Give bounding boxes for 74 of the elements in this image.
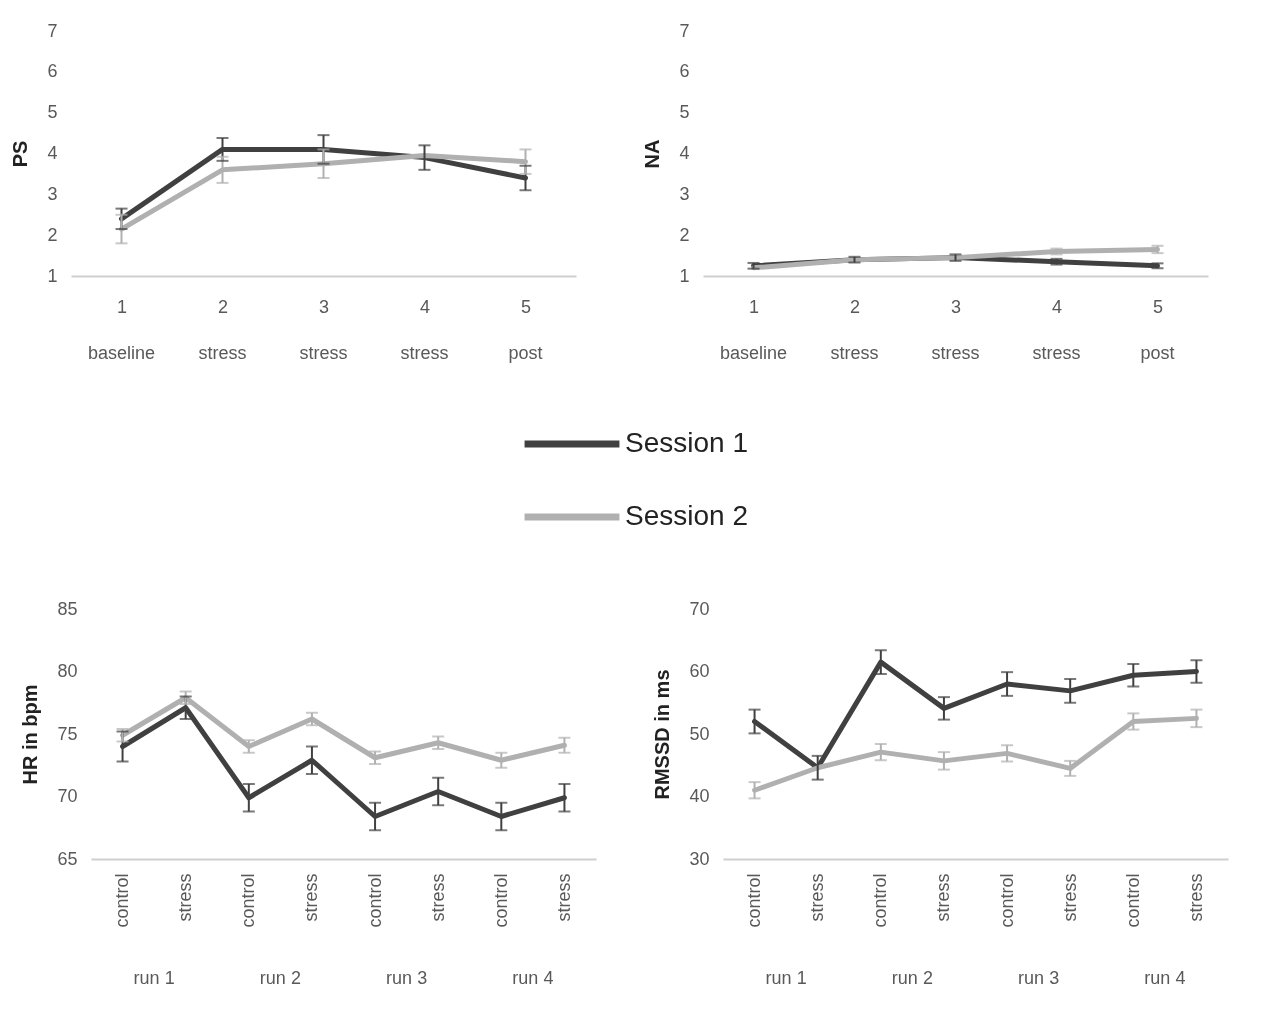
x-tick-label: 5 [1152,296,1164,317]
x-tick-label: 1 [116,296,128,317]
x-tick-label: stress [175,873,196,922]
y-axis-title: PS [9,140,32,168]
text: run 3 [1018,968,1060,988]
x-tick-label: stress [427,873,448,922]
y-tick-label: 80 [57,661,78,681]
text: stress [299,343,348,363]
x-tick-label: 3 [950,296,962,317]
x-tick-label: control [238,873,259,928]
x-tick-label: control [490,873,511,928]
y-tick-label: 70 [57,786,78,806]
y-tick-label: 5 [679,102,690,123]
y-tick-label: 75 [57,723,78,744]
text: baseline [719,343,788,363]
y-tick-label: 6 [47,61,58,82]
x-tick-label: 2 [849,296,861,317]
text: run 4 [512,968,554,988]
y-tick-label: 40 [689,786,710,806]
y-tick-label: 50 [689,723,710,744]
text: post [508,343,543,363]
y-tick-label: 65 [57,848,78,869]
y-tick-label: 6 [679,61,690,82]
x-tick-label: 2 [217,296,229,317]
x-tick-label: control [364,873,385,928]
legend-label: Session 2 [625,500,748,531]
text: stress [931,343,980,363]
text: stress [400,343,449,363]
x-tick-label: stress [807,873,828,922]
y-tick-label: 30 [689,848,710,869]
y-tick-label: 7 [47,20,58,41]
x-tick-label: 5 [520,296,532,317]
x-tick-label: 4 [1051,296,1063,317]
x-tick-label: stress [1059,873,1080,922]
x-tick-label: stress [301,873,322,922]
text: stress [198,343,247,363]
text: run 4 [1144,968,1186,988]
x-tick-label: control [1122,873,1143,928]
x-tick-label: stress [933,873,954,922]
text: baseline [87,343,156,363]
y-tick-label: 4 [47,143,58,163]
legend-label: Session 1 [625,427,748,458]
y-axis-title: RMSSD in ms [651,669,674,800]
x-tick-label: stress [1185,873,1206,922]
y-tick-label: 3 [679,183,690,204]
x-tick-label: 4 [419,296,431,317]
y-tick-label: 3 [47,183,58,204]
x-tick-label: control [996,873,1017,928]
x-tick-label: 1 [748,296,760,317]
x-tick-label: control [112,873,133,928]
text: run 3 [386,968,428,988]
y-axis-title: NA [641,139,664,169]
text: run 1 [133,968,175,988]
y-tick-label: 70 [689,598,710,619]
x-tick-label: control [744,873,765,928]
y-tick-label: 2 [679,224,690,245]
x-tick-label: 3 [318,296,330,317]
y-tick-label: 7 [679,20,690,41]
y-tick-label: 1 [47,265,58,286]
y-tick-label: 4 [679,143,690,163]
text: run 2 [259,968,301,988]
text: post [1140,343,1175,363]
text: stress [1032,343,1081,363]
text: run 2 [891,968,933,988]
y-tick-label: 85 [57,598,78,619]
text: stress [830,343,879,363]
y-tick-label: 1 [679,265,690,286]
x-tick-label: stress [553,873,574,922]
y-axis-title: HR in bpm [19,684,42,785]
text: run 1 [765,968,807,988]
y-tick-label: 2 [47,224,58,245]
y-tick-label: 5 [47,102,58,123]
x-tick-label: control [870,873,891,928]
y-tick-label: 60 [689,661,710,681]
